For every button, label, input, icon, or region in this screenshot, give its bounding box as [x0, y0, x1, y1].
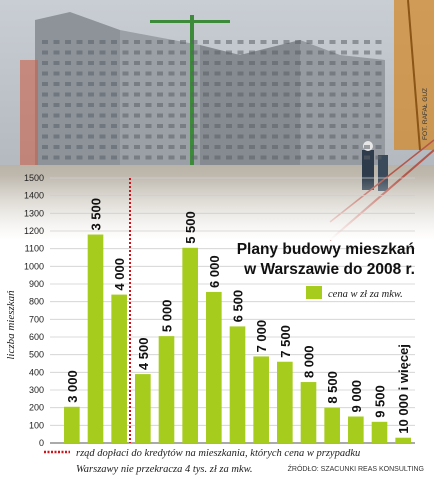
bar-label: 5 000	[160, 300, 175, 333]
photo-windows	[42, 40, 382, 160]
bar-label: 9 500	[373, 385, 388, 418]
y-tick-label: 0	[39, 438, 44, 448]
bar	[111, 294, 127, 443]
bar-label: 6 500	[231, 290, 246, 323]
y-tick-label: 100	[29, 420, 44, 430]
photo-credit: FOT. RAFAŁ GUZ	[422, 88, 429, 140]
y-tick-label: 1200	[24, 226, 44, 236]
y-tick-label: 800	[29, 297, 44, 307]
chart-title-line-2: w Warszawie do 2008 r.	[243, 261, 415, 278]
chart-bars	[64, 234, 411, 443]
y-tick-label: 600	[29, 332, 44, 342]
bar	[64, 406, 80, 443]
bar-label: 6 000	[207, 255, 222, 288]
bar	[182, 247, 198, 443]
bar	[229, 326, 246, 443]
bar-label: 3 500	[89, 198, 104, 231]
source-note: ŹRÓDŁO: SZACUNKI REAS KONSULTING	[288, 464, 424, 473]
y-tick-label: 700	[29, 314, 44, 324]
bar	[206, 291, 222, 443]
bar-label: 3 000	[65, 370, 80, 403]
y-tick-label: 900	[29, 279, 44, 289]
legend-swatch	[306, 286, 322, 299]
y-tick-label: 500	[29, 350, 44, 360]
bar	[324, 407, 340, 443]
bar	[253, 356, 269, 443]
bar	[348, 416, 364, 443]
y-tick-label: 1400	[24, 191, 44, 201]
y-tick-label: 400	[29, 367, 44, 377]
bar-label: 9 000	[349, 380, 364, 413]
y-axis-label: liczba mieszkań	[5, 290, 17, 360]
bar-labels: 3 000 3 500 4 000 4 500 5 000 5 500 6 000 6 500…	[65, 198, 411, 434]
y-tick-label: 1300	[24, 208, 44, 218]
bar-label: 7 500	[278, 325, 293, 358]
legend-label: cena w zł za mkw.	[328, 289, 403, 300]
bar	[277, 361, 293, 443]
y-tick-label: 1000	[24, 261, 44, 271]
threshold-note-line-2: Warszawy nie przekracza 4 tys. zł za mkw…	[76, 464, 252, 475]
bar	[135, 374, 151, 443]
bar	[158, 336, 175, 443]
bar-label: 10 000 i więcej	[396, 344, 411, 434]
bar	[300, 382, 317, 443]
bar-label: 8 500	[325, 371, 340, 404]
y-tick-label: 300	[29, 385, 44, 395]
bar-label: 5 500	[183, 211, 198, 244]
bar-label: 8 000	[302, 346, 317, 379]
chart-title-line-1: Plany budowy mieszkań	[237, 241, 415, 258]
bar-label: 4 000	[112, 258, 127, 291]
bar	[395, 437, 411, 443]
y-tick-label: 1100	[25, 244, 44, 254]
y-tick-label: 1500	[24, 173, 44, 183]
y-tick-label: 200	[29, 403, 44, 413]
bar-label: 7 000	[254, 320, 269, 353]
bar-label: 4 500	[136, 338, 151, 371]
bar	[87, 234, 104, 443]
bar	[371, 421, 388, 443]
threshold-note-line-1: rząd dopłaci do kredytów na mieszkania, …	[76, 448, 360, 459]
construction-photo	[0, 0, 434, 241]
y-axis-ticks: 0 100 200 300 400 500 600 700 800 900 1000 1100 1200…	[24, 173, 44, 448]
